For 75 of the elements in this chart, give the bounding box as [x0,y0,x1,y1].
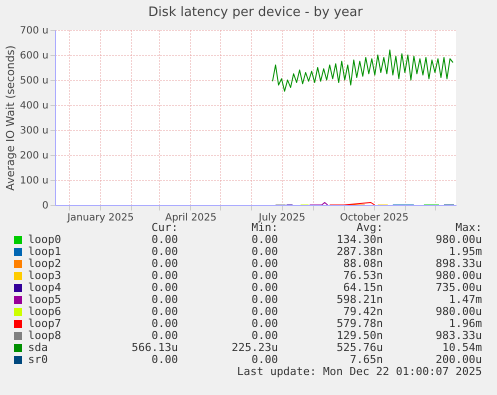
legend-label: loop4 [27,281,62,294]
text: 76.53n [342,269,383,282]
y-tick-label: 0 [42,200,48,212]
text: 525.76u [336,341,383,354]
text: 1.47m [448,293,482,306]
text: Cur: [150,221,178,234]
text: 0.00 [250,281,278,294]
x-tick-label: April 2025 [165,212,217,224]
text: Last update: Mon Dec 22 01:00:07 2025 [236,365,482,378]
text: 0.00 [250,245,278,258]
text: Max: [454,221,482,234]
text: 129.50n [336,329,383,342]
text: 88.08n [342,257,383,270]
text: 566.13u [130,341,178,354]
line-series [272,50,454,92]
y-tick-label: 300 u [20,126,48,136]
text: 7.65n [348,353,383,366]
legend-label: sda [27,341,48,354]
text: 0.00 [250,257,278,270]
text: 735.00u [434,281,482,294]
text: 0.00 [250,305,278,318]
text: 598.21n [336,293,383,306]
y-tick-label: 200 u [20,150,48,162]
text: 0.00 [250,353,278,366]
text: 225.23u [230,341,278,354]
text: 983.33u [434,329,482,342]
text: 1.96m [448,317,482,330]
text: 0.00 [150,233,178,246]
text: 0.00 [250,269,278,282]
text: 980.00u [434,269,482,282]
chart-title: Disk latency per device - by year [148,5,364,20]
text: 0.00 [250,293,278,306]
text: 898.33u [434,257,482,270]
text: 64.15n [342,281,383,294]
y-tick-label: 500 u [20,76,48,86]
text: 980.00u [434,305,482,318]
text: 0.00 [250,317,278,330]
text: 0.00 [150,245,178,258]
y-tick-label: 700 u [20,26,48,36]
text: 0.00 [150,329,178,342]
text: Avg: [356,221,383,234]
text: Min: [250,221,278,234]
legend-label: loop3 [27,269,62,282]
legend-label: loop2 [27,257,62,270]
text: 0.00 [150,293,178,306]
text: 0.00 [150,257,178,270]
y-tick-label: 400 u [20,100,48,112]
legend-label: loop0 [27,233,62,246]
text: 579.78n [336,317,383,330]
legend-label: sr0 [27,353,49,366]
text: 134.30n [336,233,383,246]
text: 0.00 [250,329,278,342]
text: 0.00 [150,317,178,330]
text: 0.00 [150,305,178,318]
text: 10.54m [441,341,482,354]
text: 200.00u [434,353,482,366]
text: 0.00 [250,233,278,246]
legend-label: loop5 [27,293,62,306]
text: 0.00 [150,281,178,294]
x-tick-label: January 2025 [66,212,134,224]
y-tick-label: 600 u [20,50,48,62]
legend-label: loop6 [27,305,62,318]
x-tick-label: July 2025 [258,212,306,224]
legend-label: loop7 [27,317,62,330]
text: 1.95m [448,245,482,258]
text: 980.00u [434,233,482,246]
text: 79.42n [342,305,383,318]
y-axis-title: Average IO Wait (seconds) [4,45,17,191]
text: 0.00 [150,353,178,366]
x-tick-label: October 2025 [340,212,409,224]
y-tick-label: 100 u [20,176,48,186]
text: 287.38n [336,245,383,258]
legend-label: loop8 [27,329,62,342]
legend-label: loop1 [27,245,62,258]
text: 0.00 [150,269,178,282]
